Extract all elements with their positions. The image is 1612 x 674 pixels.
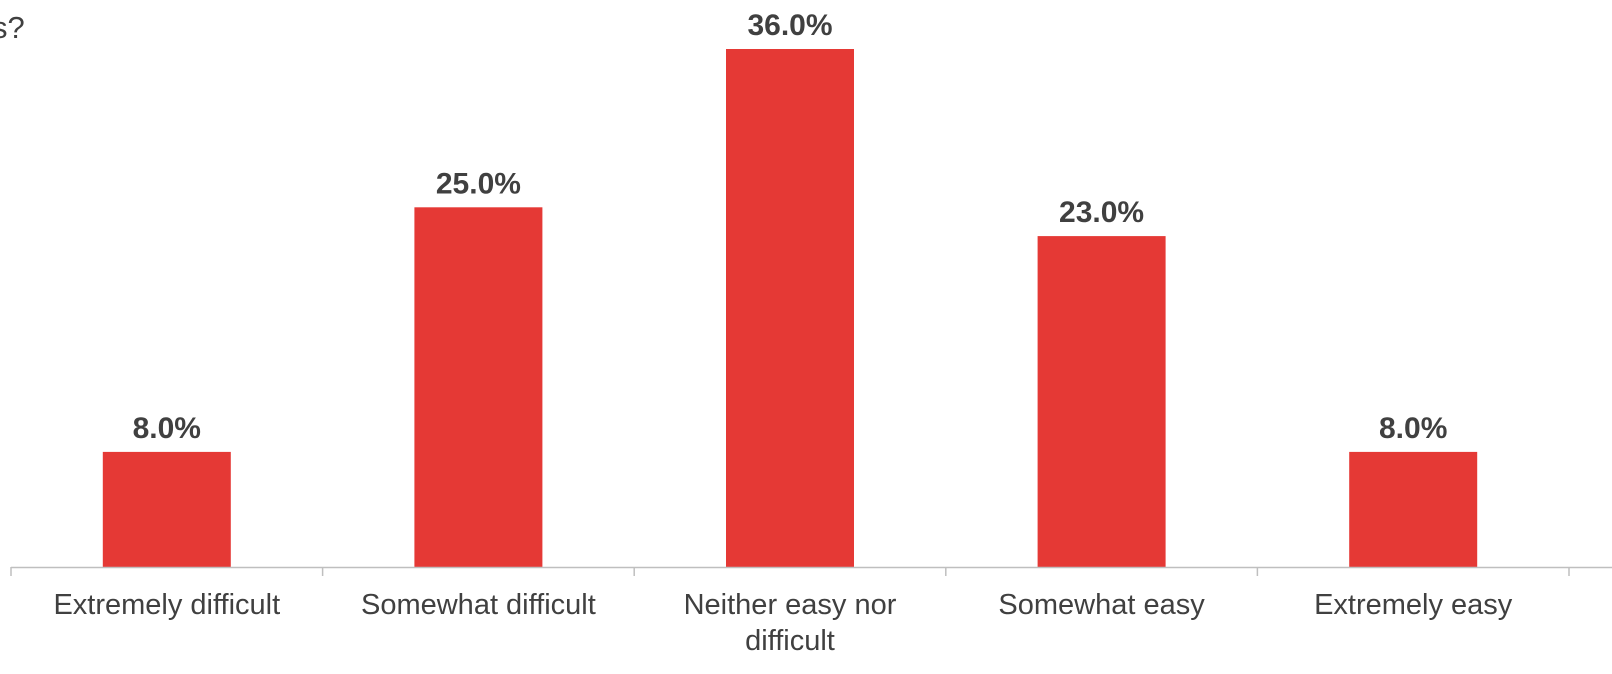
bar-0 <box>102 451 231 567</box>
x-axis <box>10 566 1612 576</box>
chart-title: s? <box>0 10 25 45</box>
bar-4 <box>1349 451 1478 567</box>
bar-3 <box>1037 236 1166 567</box>
bars-layer <box>102 49 1478 568</box>
data-label-2: 36.0% <box>747 9 832 42</box>
data-label-1: 25.0% <box>436 167 521 200</box>
x-tick-label-3: Somewhat easy <box>998 589 1205 621</box>
x-tick-label-4: Extremely easy <box>1314 589 1513 621</box>
data-label-0: 8.0% <box>133 412 201 445</box>
x-tick-label-0: Extremely difficult <box>53 589 280 621</box>
x-tick-labels: Extremely difficult Somewhat difficult Nei… <box>53 589 1512 657</box>
data-label-3: 23.0% <box>1059 196 1144 229</box>
x-tick-label-2: Neither easy nor difficult <box>684 589 897 657</box>
bar-1 <box>414 207 543 568</box>
data-label-4: 8.0% <box>1379 412 1447 445</box>
x-tick-label-1: Somewhat difficult <box>361 589 596 621</box>
data-labels-layer: 8.0% 25.0% 36.0% 23.0% 8.0% <box>133 9 1448 445</box>
bar-2 <box>726 49 854 567</box>
